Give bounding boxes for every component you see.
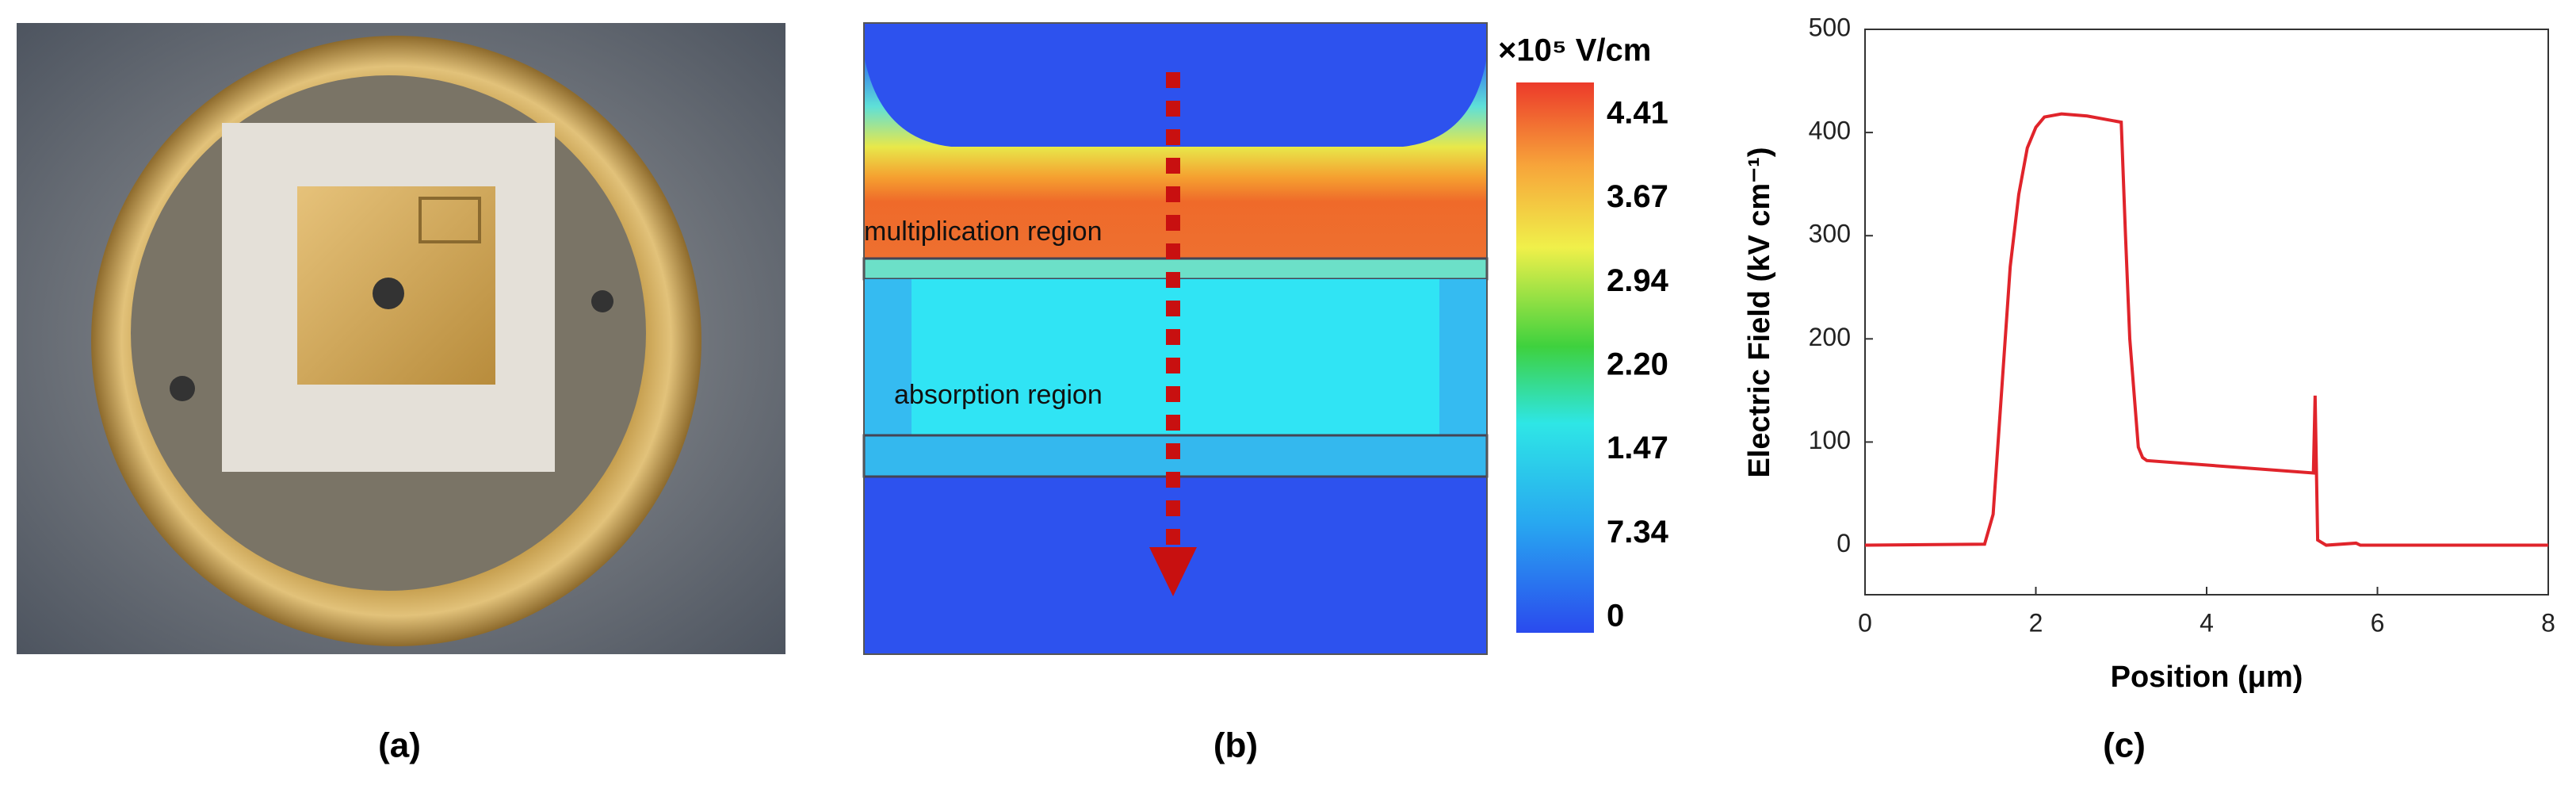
field-map xyxy=(862,22,1489,655)
data-line xyxy=(1864,112,2548,547)
caption: (a) xyxy=(378,726,421,765)
y-tick-label: 200 xyxy=(1809,323,1851,351)
y-tick-label: 400 xyxy=(1809,117,1851,145)
colorbar-label: 7.34 xyxy=(1607,515,1669,550)
colorbar-label: 3.67 xyxy=(1607,179,1668,214)
colorbar-label: 2.94 xyxy=(1607,263,1669,298)
x-tick-label: 2 xyxy=(2029,608,2043,637)
y-tick-label: 500 xyxy=(1809,13,1851,41)
y-tick-label: 100 xyxy=(1809,426,1851,454)
x-tick-label: 4 xyxy=(2200,608,2214,637)
region-label: absorption region xyxy=(894,380,1103,410)
colorbar-label: 2.20 xyxy=(1607,347,1668,382)
x-axis-label: Position (μm) xyxy=(2111,661,2303,694)
colorbar xyxy=(1516,82,1594,633)
photo xyxy=(17,23,785,654)
caption: (b) xyxy=(1213,726,1258,765)
colorbar-label: 4.41 xyxy=(1607,96,1668,131)
caption: (c) xyxy=(2103,726,2146,765)
x-tick-label: 0 xyxy=(1858,608,1872,637)
region-label: multiplication region xyxy=(864,216,1103,247)
colorbar-label: 0 xyxy=(1607,599,1624,634)
colorbar-label: 1.47 xyxy=(1607,431,1668,465)
y-tick-label: 300 xyxy=(1809,220,1851,248)
x-tick-label: 6 xyxy=(2371,608,2385,637)
y-axis-label: Electric Field (kV cm⁻¹) xyxy=(1743,147,1776,477)
colorbar-unit: ×10⁵ V/cm xyxy=(1498,33,1651,68)
y-tick-label: 0 xyxy=(1836,529,1851,557)
x-tick-label: 8 xyxy=(2541,608,2555,637)
plot-frame xyxy=(1864,29,2549,596)
